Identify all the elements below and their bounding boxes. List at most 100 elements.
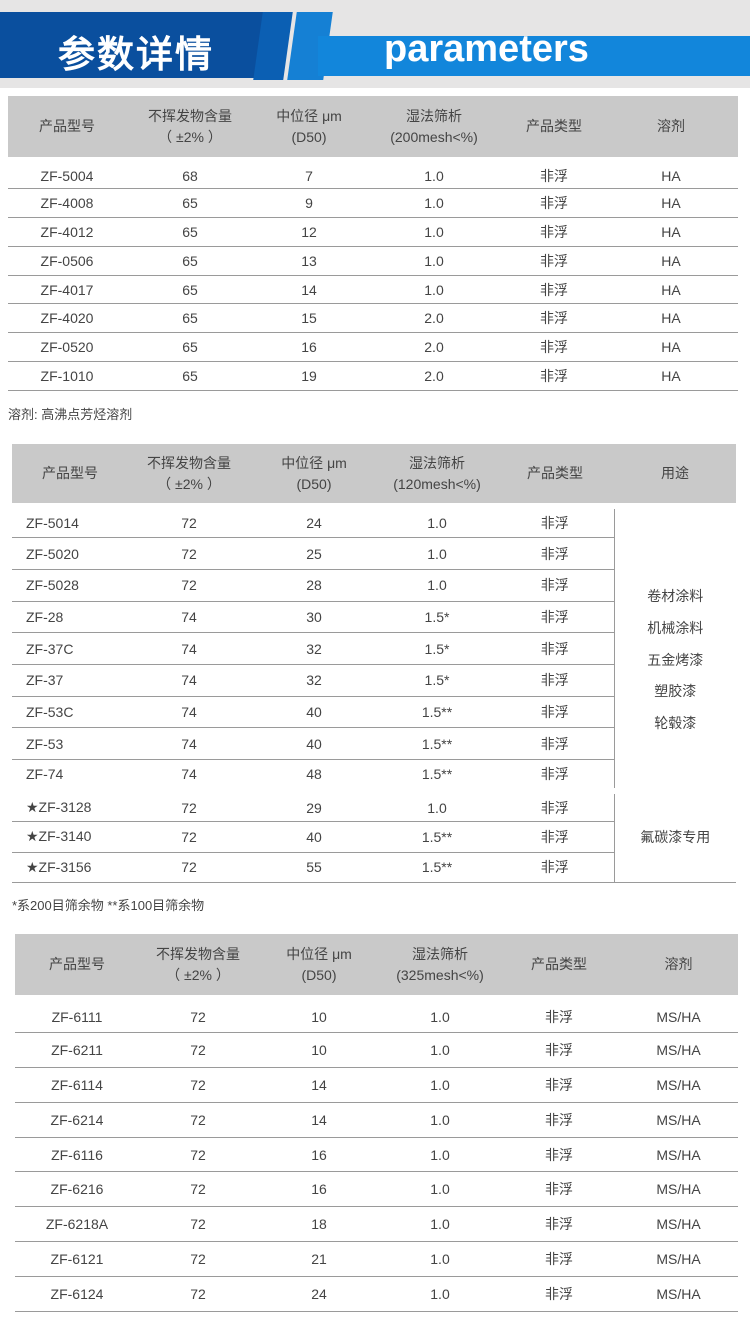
table-row: ZF-6114 72 14 1.0 非浮 MS/HA xyxy=(15,1067,738,1103)
table-cell: 40 xyxy=(250,727,378,760)
column-header: 溶剂 xyxy=(604,96,738,160)
table-cell: 1.0 xyxy=(378,789,496,823)
table-cell: 非浮 xyxy=(499,1137,619,1173)
header-line: 产品型号 xyxy=(42,465,98,481)
table-cell: 72 xyxy=(139,1067,257,1103)
table-cell: 非浮 xyxy=(496,537,614,570)
table-row: ZF-0520 65 16 2.0 非浮 HA xyxy=(8,332,738,363)
table-cell: ZF-5020 xyxy=(12,537,128,570)
usage-cell: 卷材涂料 机械涂料 五金烤漆 塑胶漆 轮毂漆 xyxy=(613,506,736,792)
table-cell: 非浮 xyxy=(496,759,614,792)
table-cell: 1.5** xyxy=(378,821,496,853)
header-line: 产品类型 xyxy=(531,956,587,972)
table-cell: HA xyxy=(604,246,738,276)
header-line: (325mesh<%) xyxy=(396,966,484,983)
table-cell: ZF-6218A xyxy=(15,1206,139,1243)
table-cell: 74 xyxy=(128,664,250,697)
table-cell: 非浮 xyxy=(504,217,604,247)
table-row: ZF-1010 65 19 2.0 非浮 HA xyxy=(8,361,738,391)
table-cell: ZF-53 xyxy=(12,727,128,760)
header-line: 中位径 μm xyxy=(281,454,347,471)
params-table-3: 产品型号 不挥发物含量 （ ±2% ） 中位径 μm (D50) 湿法筛析 (325mesh… xyxy=(15,934,738,1312)
table-cell: 非浮 xyxy=(496,601,614,634)
table-cell: HA xyxy=(604,303,738,334)
column-header: 湿法筛析 (120mesh<%) xyxy=(378,444,496,506)
table-cell: 1.0 xyxy=(364,188,504,219)
table-cell: ★ZF-3156 xyxy=(12,852,128,884)
header-row: 产品型号 不挥发物含量 （ ±2% ） 中位径 μm (D50) 湿法筛析 (200mesh… xyxy=(8,96,738,160)
table-row: ★ZF-3156 72 55 1.5** 非浮 xyxy=(12,852,736,884)
table-row: ZF-5020 72 25 1.0 非浮 xyxy=(12,537,736,570)
column-header: 不挥发物含量 （ ±2% ） xyxy=(128,444,250,506)
header-line: 产品型号 xyxy=(39,118,95,134)
table-cell: MS/HA xyxy=(619,1067,738,1103)
table-cell: ZF-37C xyxy=(12,632,128,665)
table-cell: 1.0 xyxy=(381,1206,499,1243)
table-cell: 21 xyxy=(257,1241,381,1277)
table-cell: 72 xyxy=(139,1102,257,1138)
table-row: ZF-5004 68 7 1.0 非浮 HA xyxy=(8,160,738,190)
header-row: 产品型号 不挥发物含量 （ ±2% ） 中位径 μm (D50) 湿法筛析 (120mesh… xyxy=(12,444,736,506)
page-subtitle: parameters xyxy=(384,28,589,70)
table-cell: ZF-6121 xyxy=(15,1241,139,1277)
usage-item: 卷材涂料 xyxy=(647,588,704,605)
table-cell: 74 xyxy=(128,632,250,665)
table-cell: 非浮 xyxy=(504,275,604,305)
table-row: ZF-6121 72 21 1.0 非浮 MS/HA xyxy=(15,1241,738,1277)
table-row: ZF-6216 72 16 1.0 非浮 MS/HA xyxy=(15,1171,738,1208)
column-header: 产品型号 xyxy=(8,96,126,160)
table-cell: 1.0 xyxy=(381,1276,499,1312)
page-title: 参数详情 xyxy=(58,33,214,76)
table-cell: 1.0 xyxy=(381,1137,499,1173)
table-cell: 32 xyxy=(250,664,378,697)
table-row: ZF-6218A 72 18 1.0 非浮 MS/HA xyxy=(15,1206,738,1243)
table-cell: 1.0 xyxy=(378,506,496,539)
table-cell: 65 xyxy=(126,188,254,219)
usage-item: 塑胶漆 xyxy=(654,683,697,700)
table-cell: 非浮 xyxy=(496,789,614,823)
table-cell: 74 xyxy=(128,696,250,729)
table-cell: 18 xyxy=(257,1206,381,1243)
table-cell: 24 xyxy=(257,1276,381,1312)
table-cell: 65 xyxy=(126,275,254,305)
table-cell: 1.0 xyxy=(364,217,504,247)
header-line: （ ±2% ） xyxy=(166,966,230,983)
table-row: ★ZF-3140 72 40 1.5** 非浮 xyxy=(12,821,736,853)
table-row: ZF-37C 74 32 1.5* 非浮 xyxy=(12,632,736,665)
table-cell: 9 xyxy=(254,188,364,219)
table-row: ZF-74 74 48 1.5** 非浮 xyxy=(12,759,736,792)
table-cell: MS/HA xyxy=(619,1102,738,1138)
header-line: (D50) xyxy=(301,966,337,983)
table-cell: 非浮 xyxy=(496,821,614,853)
table-cell: 2.0 xyxy=(364,332,504,363)
table-cell: 2.0 xyxy=(364,303,504,334)
column-header: 湿法筛析 (325mesh<%) xyxy=(381,934,499,998)
table-cell: 10 xyxy=(257,998,381,1034)
table-row: ZF-6214 72 14 1.0 非浮 MS/HA xyxy=(15,1102,738,1138)
table-cell: 14 xyxy=(257,1102,381,1138)
table-cell: 非浮 xyxy=(496,727,614,760)
table-cell: MS/HA xyxy=(619,1241,738,1277)
table-row: ZF-6211 72 10 1.0 非浮 MS/HA xyxy=(15,1032,738,1069)
table-cell: 10 xyxy=(257,1032,381,1069)
table-cell: 72 xyxy=(128,537,250,570)
table-cell: 非浮 xyxy=(499,1171,619,1208)
table-cell: 非浮 xyxy=(496,664,614,697)
column-header: 产品型号 xyxy=(15,934,139,998)
table-cell: ZF-0520 xyxy=(8,332,126,363)
table-cell: 72 xyxy=(139,1137,257,1173)
column-header: 中位径 μm (D50) xyxy=(250,444,378,506)
usage-cell: 氟碳漆专用 xyxy=(613,789,736,884)
table-cell: 非浮 xyxy=(504,188,604,219)
column-header: 不挥发物含量 （ ±2% ） xyxy=(139,934,257,998)
table-cell: 非浮 xyxy=(499,1276,619,1312)
header-line: 产品型号 xyxy=(49,956,105,972)
table-cell: 非浮 xyxy=(496,569,614,602)
table-row: ZF-4012 65 12 1.0 非浮 HA xyxy=(8,217,738,247)
table-cell: 7 xyxy=(254,160,364,190)
table-cell: 1.0 xyxy=(381,1171,499,1208)
table-cell: 40 xyxy=(250,696,378,729)
header-line: (120mesh<%) xyxy=(393,475,481,492)
table-cell: 非浮 xyxy=(499,1102,619,1138)
table-cell: 非浮 xyxy=(496,696,614,729)
